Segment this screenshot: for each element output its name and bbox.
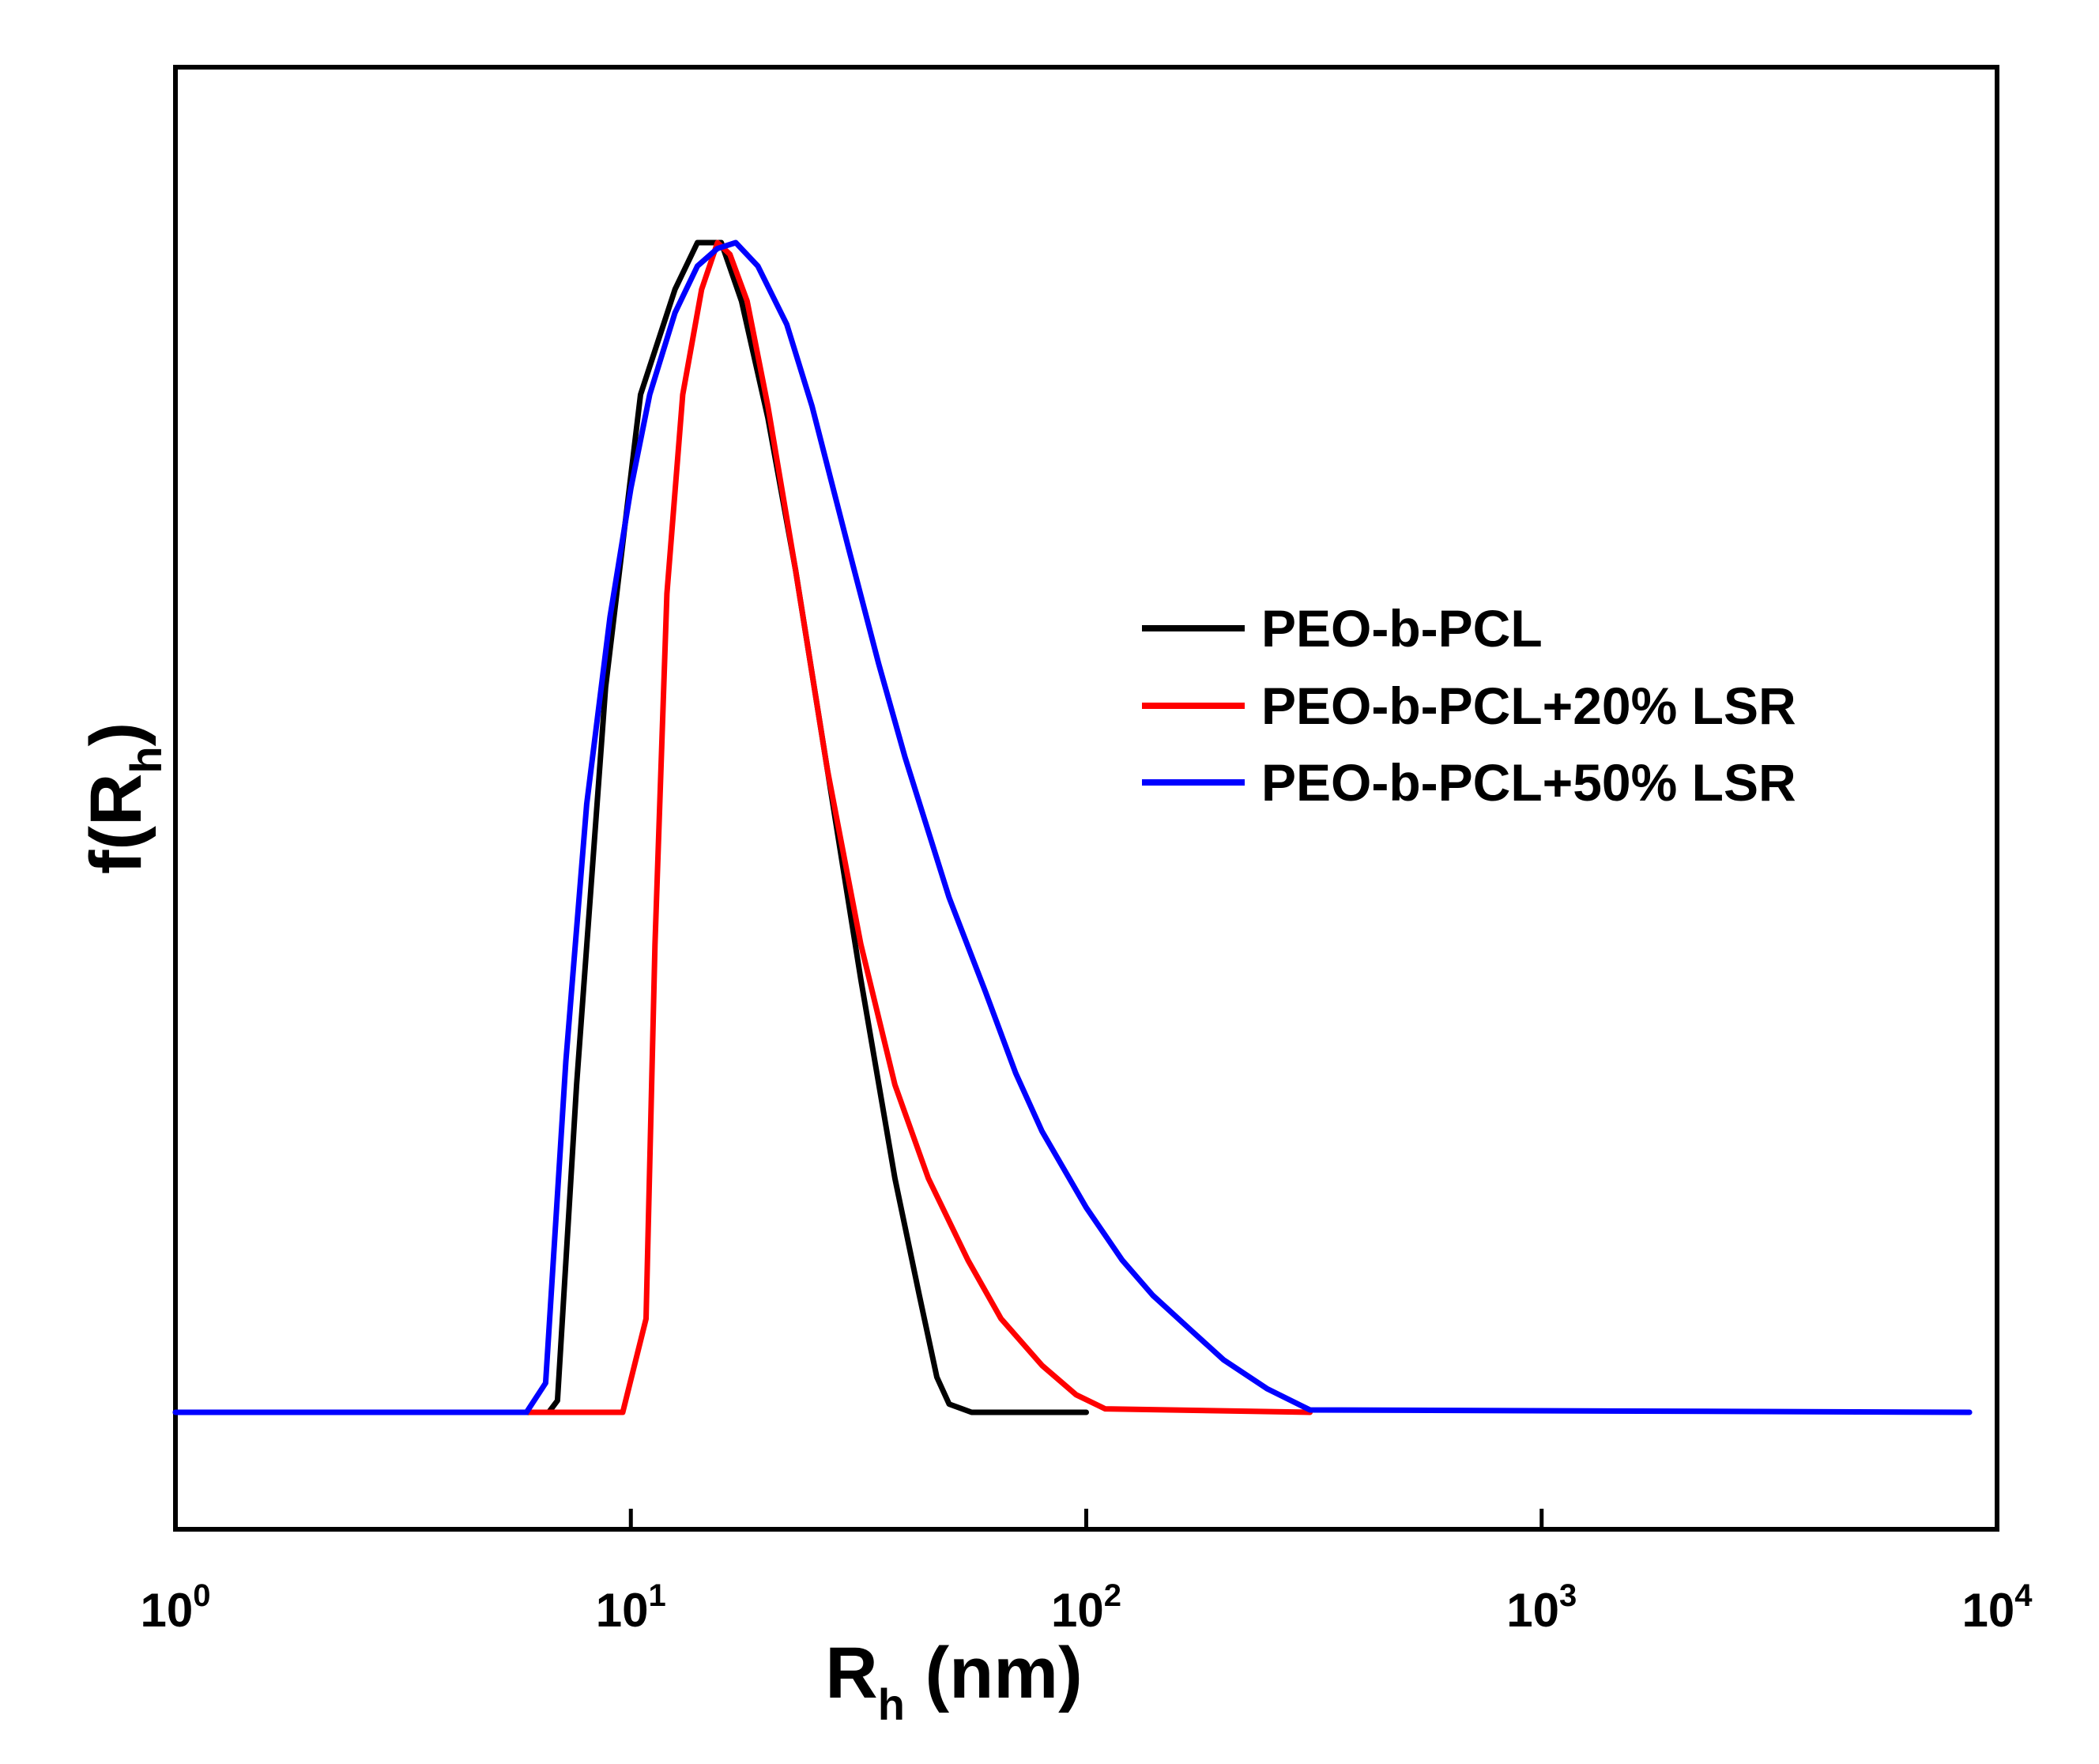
- series-line-1: [172, 239, 1089, 1415]
- x-axis-title-rest: (nm): [905, 1633, 1083, 1713]
- x-tick-label-base: 10: [596, 1584, 649, 1637]
- x-tick-label-exponent: 3: [1559, 1578, 1577, 1613]
- x-axis-title-main: R: [825, 1633, 877, 1713]
- x-tick-label-exponent: 2: [1104, 1578, 1121, 1613]
- y-axis-title-main: f(R: [76, 774, 156, 875]
- x-tick-label-exponent: 1: [649, 1578, 666, 1613]
- x-axis-title: Rh (nm): [825, 1633, 1083, 1729]
- x-tick-label: 104: [1962, 1578, 2033, 1637]
- x-tick-marks: [173, 1509, 1999, 1529]
- x-tick-label-exponent: 0: [193, 1578, 210, 1613]
- y-axis-title-sub: h: [121, 746, 171, 773]
- x-tick-label-base: 10: [1051, 1584, 1104, 1637]
- x-tick-label: 103: [1506, 1578, 1577, 1637]
- x-axis-title-sub: h: [878, 1679, 905, 1729]
- legend-label-3: PEO-b-PCL+50% LSR: [1261, 753, 1796, 812]
- x-tick-label-base: 10: [1962, 1584, 2015, 1637]
- series-line-2: [526, 239, 1313, 1415]
- series-line-3: [172, 239, 1973, 1415]
- legend: PEO-b-PCL PEO-b-PCL+20% LSR PEO-b-PCL+50% …: [1142, 599, 1796, 812]
- legend-label-2: PEO-b-PCL+20% LSR: [1261, 677, 1796, 735]
- x-tick-label: 101: [596, 1578, 666, 1637]
- legend-label-1: PEO-b-PCL: [1261, 599, 1543, 658]
- x-tick-label-base: 10: [1506, 1584, 1559, 1637]
- y-axis-title: f(Rh): [76, 722, 171, 875]
- x-tick-label: 102: [1051, 1578, 1121, 1637]
- series-layer: [172, 239, 1973, 1415]
- x-tick-label-base: 10: [141, 1584, 194, 1637]
- x-tick-label-exponent: 4: [2014, 1578, 2033, 1613]
- x-tick-label: 100: [141, 1578, 211, 1637]
- y-axis-title-rest: ): [76, 722, 156, 747]
- x-tick-labels: 100 101 102 103 104: [141, 1578, 2033, 1637]
